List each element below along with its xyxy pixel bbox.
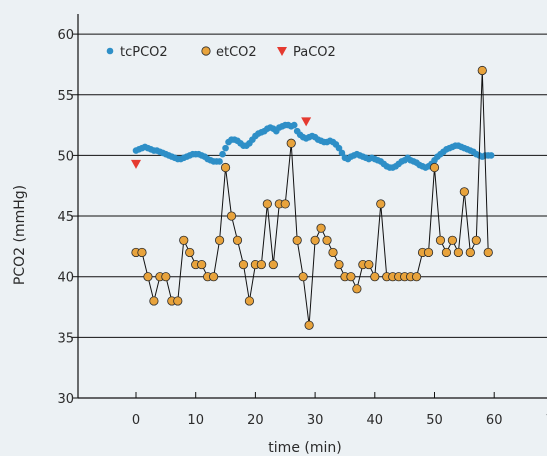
etCO2-point xyxy=(244,296,255,306)
etCO2-point xyxy=(465,247,475,258)
etCO2-line xyxy=(136,70,489,326)
etCO2-point xyxy=(226,211,237,221)
etCO2-point xyxy=(149,296,159,306)
etCO2-point xyxy=(364,259,374,270)
legend-label-etCO2: etCO2 xyxy=(216,45,257,60)
etCO2-point xyxy=(316,223,326,233)
etCO2-point xyxy=(197,259,207,270)
etCO2-point xyxy=(286,138,296,148)
etCO2-point xyxy=(214,235,225,245)
etCO2-point xyxy=(447,235,458,245)
etCO2-point xyxy=(423,247,434,258)
tcPCO2-point xyxy=(487,152,495,159)
etCO2-point xyxy=(262,199,272,209)
legend-label-tcPCO2: tcPCO2 xyxy=(120,45,168,60)
etCO2-point xyxy=(471,235,481,245)
etCO2-point xyxy=(459,187,469,197)
x-tick-labels: 0 10 20 30 40 50 60 70 xyxy=(132,413,547,428)
x-tick-label: 10 xyxy=(187,413,204,428)
etCO2-point xyxy=(370,272,380,282)
plot-area xyxy=(131,65,495,330)
etCO2-point xyxy=(328,247,338,258)
y-tick-label: 50 xyxy=(57,149,74,164)
etCO2-point xyxy=(441,247,452,258)
etCO2-point xyxy=(334,259,344,270)
etCO2-point xyxy=(477,65,487,76)
legend-marker-tcPCO2 xyxy=(106,47,114,55)
y-tick-label: 35 xyxy=(57,331,74,346)
y-tick-label: 45 xyxy=(57,210,74,225)
x-tick-label: 50 xyxy=(426,413,443,428)
legend: tcPCO2 etCO2 PaCO2 xyxy=(106,45,336,60)
y-tick-labels: 30 35 40 45 50 55 60 xyxy=(57,28,74,407)
etCO2-point xyxy=(453,247,463,258)
etCO2-point xyxy=(435,235,446,245)
etCO2-point xyxy=(256,259,266,270)
tcPCO2-point xyxy=(216,158,223,165)
etCO2-point xyxy=(376,199,386,209)
tcPCO2-point xyxy=(338,149,346,157)
etCO2-point xyxy=(483,247,493,258)
etCO2-point xyxy=(346,272,356,282)
series-etCO2 xyxy=(131,65,493,330)
series-tcPCO2 xyxy=(132,121,495,171)
etCO2-point xyxy=(161,272,171,282)
etCO2-point xyxy=(173,296,183,306)
etCO2-point xyxy=(185,247,195,258)
etCO2-point xyxy=(143,272,153,282)
etCO2-point xyxy=(137,247,147,258)
etCO2-point xyxy=(429,162,440,173)
y-tick-label: 55 xyxy=(57,89,74,104)
etCO2-point xyxy=(292,235,302,245)
x-tick-label: 60 xyxy=(486,413,503,428)
etCO2-point xyxy=(352,284,362,294)
x-axis-label: time (min) xyxy=(268,440,341,456)
tcPCO2-point xyxy=(290,121,298,129)
x-tick-label: 0 xyxy=(132,413,140,428)
etCO2-point xyxy=(322,235,332,245)
x-tick-label: 40 xyxy=(367,413,384,428)
x-tick-label: 20 xyxy=(247,413,264,428)
etCO2-point xyxy=(268,259,278,270)
etCO2-point xyxy=(280,199,290,209)
etCO2-point xyxy=(209,272,219,282)
x-tick-label: 30 xyxy=(307,413,324,428)
y-tick-label: 40 xyxy=(57,271,74,286)
legend-label-PaCO2: PaCO2 xyxy=(293,45,336,60)
etCO2-point xyxy=(238,259,249,270)
etCO2-point xyxy=(179,235,189,245)
series-PaCO2 xyxy=(131,117,312,169)
PaCO2-point xyxy=(131,159,141,169)
PaCO2-point xyxy=(301,117,312,127)
tcPCO2-point xyxy=(335,144,343,152)
y-tick-label: 30 xyxy=(57,392,74,407)
etCO2-point xyxy=(304,320,314,330)
etCO2-point xyxy=(298,272,308,282)
y-tick-label: 60 xyxy=(57,28,74,43)
etCO2-point xyxy=(411,272,422,282)
legend-marker-PaCO2 xyxy=(277,47,287,56)
axes xyxy=(72,14,547,399)
legend-marker-etCO2 xyxy=(201,46,211,56)
tcPCO2-point xyxy=(222,144,229,152)
y-axis-label: PCO2 (mmHg) xyxy=(12,185,28,285)
tcPCO2-point xyxy=(219,150,226,158)
x-tick-label: 70 xyxy=(546,413,547,428)
etCO2-point xyxy=(232,235,243,245)
etCO2-point xyxy=(310,235,320,245)
etCO2-point xyxy=(220,162,231,173)
